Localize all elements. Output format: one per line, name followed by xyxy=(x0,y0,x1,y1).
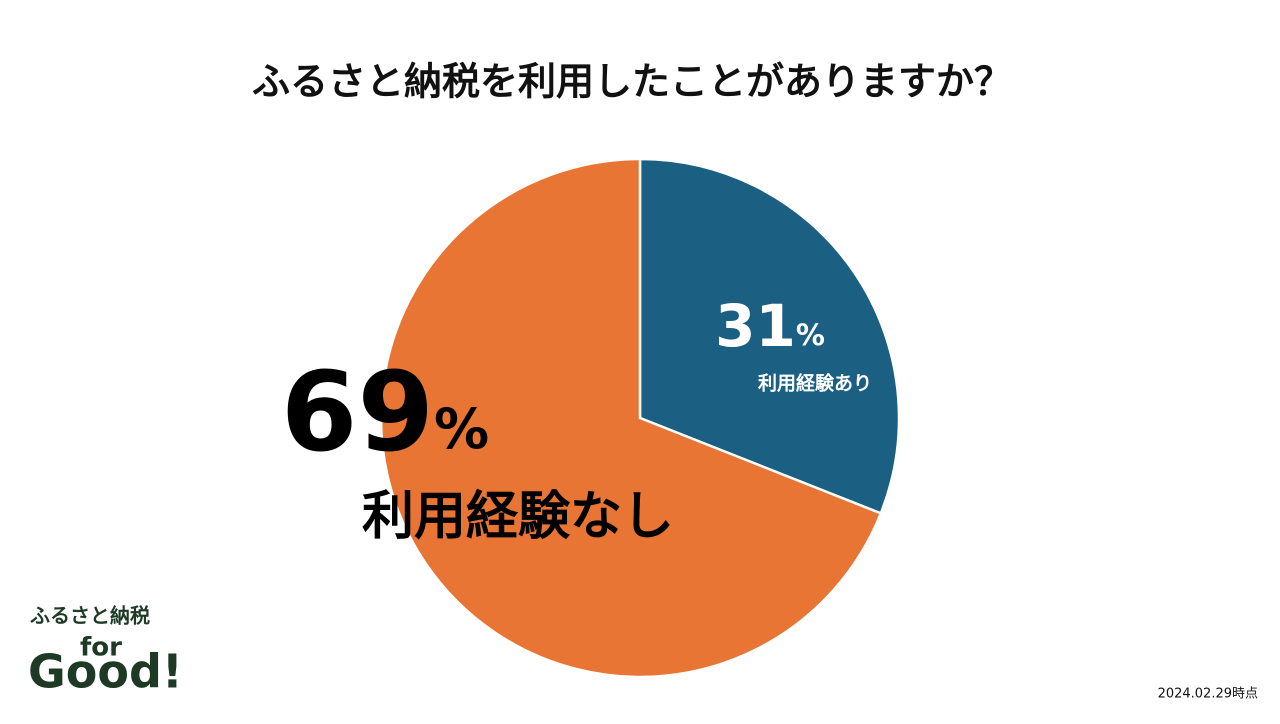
pie-slice xyxy=(638,157,901,515)
logo-line: for xyxy=(80,633,122,663)
note: 2024.02.29時点 xyxy=(1158,687,1258,702)
category-label: 利用経験なし xyxy=(362,487,674,547)
category-label: 利用経験あり xyxy=(758,372,872,395)
pie xyxy=(379,157,901,679)
value-label: 31% xyxy=(715,292,825,360)
logo-line: Good! xyxy=(28,645,183,699)
pie-labels: 31% 利用経験あり 69% 利用経験なし xyxy=(281,292,872,547)
value-label: 69% xyxy=(281,348,489,476)
logo-line: ふるさと納税 xyxy=(30,604,150,628)
pie-slice xyxy=(379,157,883,679)
chart-title: ふるさと納税を利用したことがありますか？ xyxy=(252,60,1012,104)
